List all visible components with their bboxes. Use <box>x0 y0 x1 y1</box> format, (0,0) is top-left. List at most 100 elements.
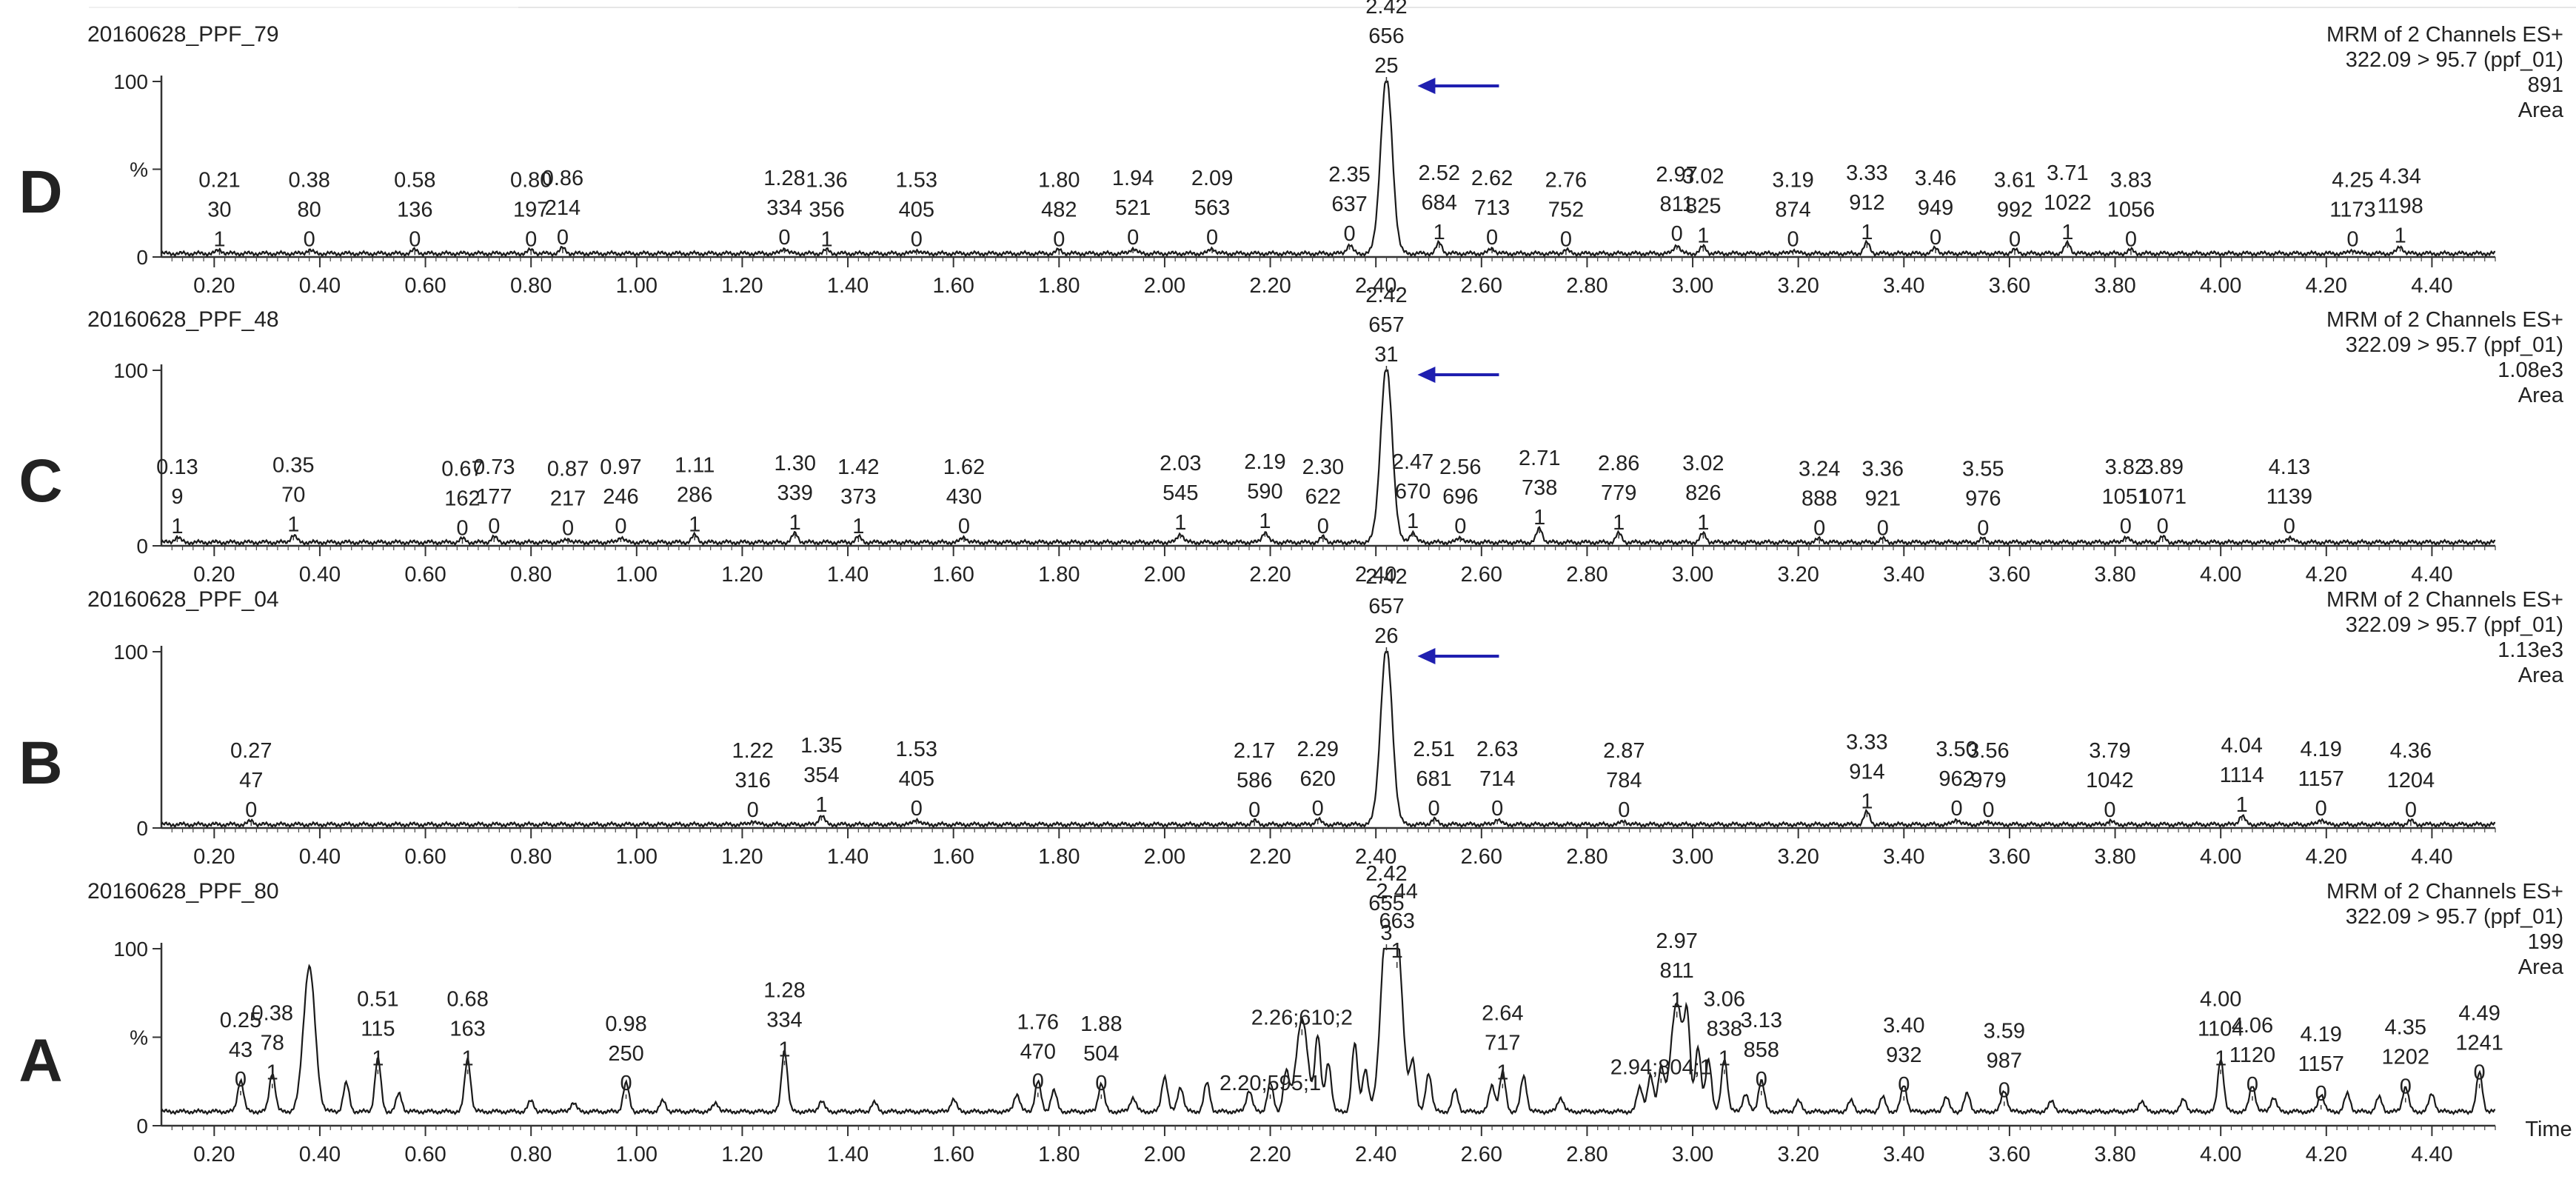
peak-label-line: 2.63 <box>1476 738 1518 761</box>
peak-label-line: 43 <box>229 1038 252 1062</box>
peak-label-line: 0 <box>1317 515 1329 538</box>
x-tick-label: 1.80 <box>1038 1143 1080 1166</box>
x-tick-label: 2.40 <box>1355 563 1396 587</box>
peak-label: 1.80 482 0 <box>1038 168 1080 256</box>
peak-label-line: 1.80 <box>1038 168 1080 192</box>
peak-label: 4.06 1120 0 <box>2229 1014 2275 1101</box>
x-tick-label: 3.00 <box>1672 274 1713 298</box>
peak-label-line: 0 <box>2405 798 2417 822</box>
peak-label: 2.19 590 1 <box>1244 450 1286 537</box>
peak-label-line: 47 <box>239 769 263 792</box>
peak-label-line: 4.49 <box>2458 1001 2500 1025</box>
x-tick-label: 2.20 <box>1249 1143 1291 1166</box>
peak-label-line: 4.19 <box>2300 738 2341 761</box>
peak-label-line: 563 <box>1194 196 1230 220</box>
peak-label: 1.30 339 1 <box>775 452 816 539</box>
peak-label: 2.42 656 25 <box>1365 0 1408 83</box>
peak-label-line: 197 <box>513 198 549 221</box>
peak-label-line: 0.67 <box>441 457 483 481</box>
panel-label: A <box>19 1027 62 1095</box>
x-tick-label: 2.20 <box>1249 274 1291 298</box>
peak-label-line: 3.02 <box>1682 165 1724 189</box>
x-tick-label: 1.80 <box>1038 845 1080 869</box>
peak-label-line: 0 <box>1343 222 1355 246</box>
peak-label-line: 0 <box>911 227 923 251</box>
x-tick-label: 3.80 <box>2094 274 2135 298</box>
x-tick-label: 2.00 <box>1144 845 1185 869</box>
chromatogram-panel: 20160628_PPF_80 MRM of 2 Channels ES+322.… <box>19 862 2572 1166</box>
x-tick-label: 3.80 <box>2094 1143 2135 1166</box>
peak-label: 3.02 826 1 <box>1682 452 1724 539</box>
peak-label: 3.24 888 0 <box>1799 457 1840 544</box>
peak-label-line: 0 <box>1032 1069 1044 1093</box>
peak-label: 0.38 80 0 <box>288 168 330 256</box>
peak-label-line: 0.35 <box>272 454 314 478</box>
x-tick-label: 0.80 <box>510 845 552 869</box>
peak-label-line: 3.59 <box>1984 1019 2025 1043</box>
peak-label-line: 921 <box>1865 487 1901 510</box>
peak-label-line: 0 <box>1930 226 1941 250</box>
x-tick-label: 0.20 <box>193 274 235 298</box>
peak-label-line: 0 <box>2120 515 2132 538</box>
peak-label-line: 1157 <box>2298 1052 2344 1076</box>
peak-label-line: 1056 <box>2107 198 2155 221</box>
chromatogram-trace <box>161 650 2496 829</box>
peak-label-line: 0 <box>409 227 421 251</box>
peak-label-line: 470 <box>1020 1040 1056 1064</box>
peak-label-line: 1 <box>1613 511 1625 535</box>
peak-label-line: 0 <box>2009 227 2021 251</box>
peak-label-line: 2.97 <box>1656 163 1697 187</box>
peak-label: 0.87 217 0 <box>547 457 589 544</box>
peak-label-line: 0 <box>2315 797 2327 821</box>
peak-label-line: 0 <box>1787 227 1799 251</box>
peak-label-line: 3.71 <box>2047 161 2088 185</box>
chromatogram-panel: 20160628_PPF_79 MRM of 2 Channels ES+322.… <box>19 0 2563 298</box>
peak-label-line: 1.30 <box>775 452 816 475</box>
peak-label-line: 858 <box>1744 1038 1779 1062</box>
peak-label-line: 2.42 <box>1365 0 1407 19</box>
peak-label-line: 1.36 <box>806 168 847 192</box>
peak-label: 3.83 1056 0 <box>2107 168 2155 256</box>
peak-label-line: 0.38 <box>252 1001 293 1025</box>
peak-label: 4.36 1204 0 <box>2387 739 2435 827</box>
peak-label-line: 0 <box>525 227 537 251</box>
peak-label-line: 2.17 <box>1234 739 1275 763</box>
peak-label-line: 811 <box>1660 193 1694 216</box>
peak-label: 1.28 334 0 <box>763 167 806 253</box>
peak-label: 3.82 1051 0 <box>2102 455 2150 542</box>
peak-label-line: 684 <box>1422 191 1457 215</box>
peak-label: 4.19 1157 0 <box>2298 1023 2344 1110</box>
x-tick-label: 0.20 <box>193 563 235 587</box>
channel-info-line: 322.09 > 95.7 (ppf_01) <box>2346 48 2563 72</box>
peak-label-line: 1198 <box>2377 195 2423 218</box>
peak-label: 2.09 563 0 <box>1191 167 1233 253</box>
peak-label: 0.98 250 0 <box>605 1012 647 1099</box>
peak-label-line: 31 <box>1374 343 1398 367</box>
peak-label-line: 0.73 <box>473 455 515 479</box>
peak-label: 1.62 430 0 <box>943 455 985 542</box>
x-tick-label: 4.20 <box>2306 845 2347 869</box>
x-tick-label: 2.40 <box>1355 1143 1396 1166</box>
peak-label-line: 1 <box>1496 1061 1508 1084</box>
peak-label-line: 334 <box>766 1008 802 1032</box>
peak-label-line: 3.06 <box>1704 987 1745 1011</box>
peak-label-line: 0 <box>911 797 923 821</box>
x-tick-label: 3.00 <box>1672 1143 1713 1166</box>
peak-label-line: 4.19 <box>2300 1023 2341 1046</box>
x-tick-label: 1.00 <box>616 563 658 587</box>
peak-label-line: 1 <box>815 793 827 817</box>
peak-label-line: 334 <box>766 196 802 220</box>
peak-label-line: 590 <box>1247 480 1282 504</box>
peak-label-line: 545 <box>1162 481 1198 505</box>
peak-label-line: 1157 <box>2298 767 2344 791</box>
peak-label-line: 2.42 <box>1365 565 1407 589</box>
peak-label-line: 656 <box>1368 24 1404 48</box>
peak-label: 4.13 1139 0 <box>2266 455 2312 542</box>
peak-label-line: 0 <box>1053 227 1065 251</box>
peak-label-line: 3.83 <box>2110 168 2152 192</box>
peak-label-line: 1 <box>1433 221 1445 244</box>
y-tick-label: 100 <box>113 70 148 93</box>
peak-label-line: 3.79 <box>2089 739 2130 763</box>
peak-label-line: 3 <box>1380 921 1392 945</box>
peak-label-line: 738 <box>1522 476 1557 500</box>
